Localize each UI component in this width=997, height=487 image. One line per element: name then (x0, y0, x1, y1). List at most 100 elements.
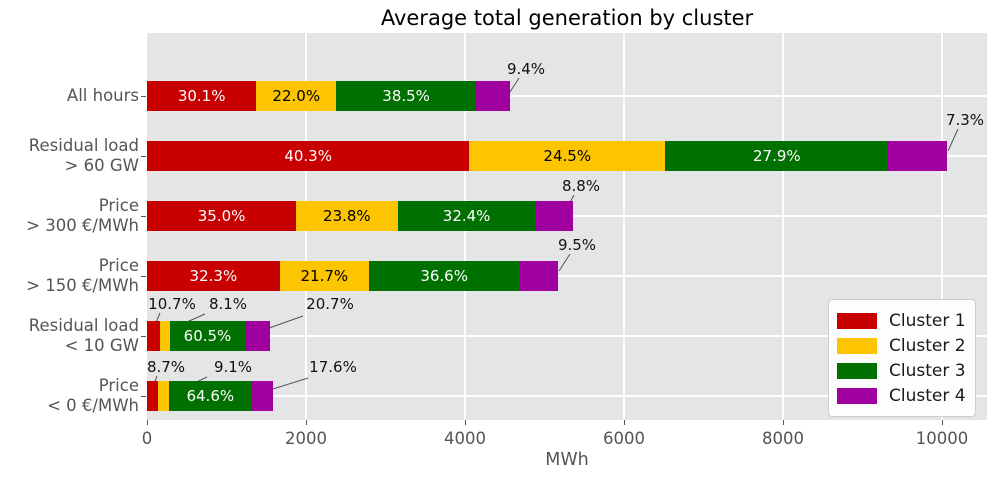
bar-segment-cluster-4 (244, 321, 271, 351)
gridline-vertical (782, 33, 784, 420)
x-tick-label: 10000 (915, 429, 969, 448)
bar-segment-cluster-4 (535, 201, 574, 231)
bar-segment-cluster-1: 35.0% (147, 201, 297, 231)
bar-segment-cluster-2: 24.5% (469, 141, 666, 171)
y-tick-label-line: Price (98, 196, 139, 215)
legend-swatch-cluster-1 (837, 312, 877, 329)
bar-segment-cluster-3: 60.5% (170, 321, 245, 351)
bar-segment-cluster-2: 22.0% (256, 81, 337, 111)
legend-item: Cluster 4 (837, 385, 966, 406)
segment-percentage-label: 64.6% (186, 387, 235, 405)
segment-percentage-label: 40.3% (284, 147, 332, 165)
bar-segment-cluster-1 (147, 381, 158, 411)
y-tick-mark (141, 156, 146, 157)
bar-segment-cluster-3: 38.5% (336, 81, 477, 111)
x-axis-title: MWh (545, 450, 589, 470)
segment-percentage-label: 35.0% (197, 207, 246, 225)
segment-percentage-label: 22.0% (272, 87, 321, 105)
x-tick-label: 8000 (762, 429, 804, 448)
segment-percentage-label: 38.5% (382, 87, 430, 105)
y-tick-mark (141, 96, 146, 97)
y-tick-label: Residual load < 10 GW (0, 316, 139, 356)
legend-swatch-cluster-2 (837, 337, 877, 354)
bar-segment-cluster-4 (251, 381, 274, 411)
segment-annotation: 20.7% (306, 295, 354, 313)
y-tick-mark (141, 396, 146, 397)
segment-percentage-label: 27.9% (753, 147, 801, 165)
x-tick-mark (147, 420, 148, 425)
legend-swatch-cluster-3 (837, 362, 877, 379)
x-tick-label: 6000 (603, 429, 645, 448)
x-tick-mark (624, 420, 625, 425)
bar-segment-cluster-2: 21.7% (279, 261, 369, 291)
y-tick-label: Price > 150 €/MWh (0, 256, 139, 296)
segment-percentage-label: 32.3% (189, 267, 238, 285)
x-tick-label: 0 (141, 429, 153, 448)
bar-segment-cluster-3: 27.9% (665, 141, 889, 171)
bar-segment-cluster-2: 23.8% (296, 201, 398, 231)
segment-percentage-label: 60.5% (183, 327, 232, 345)
y-tick-label: All hours (0, 86, 139, 106)
x-tick-mark (942, 420, 943, 425)
bar-segment-cluster-2 (160, 321, 171, 351)
y-tick-label-line: < 0 €/MWh (47, 396, 139, 415)
y-tick-mark (141, 336, 146, 337)
bar-segment-cluster-2 (157, 381, 170, 411)
segment-percentage-label: 32.4% (442, 207, 491, 225)
gridline-vertical (941, 33, 943, 420)
gridline-vertical (623, 33, 625, 420)
segment-annotation: 17.6% (309, 358, 357, 376)
y-tick-label-line: < 10 GW (64, 336, 139, 355)
x-tick-mark (783, 420, 784, 425)
segment-percentage-label: 23.8% (323, 207, 371, 225)
legend: Cluster 1 Cluster 2 Cluster 3 Cluster 4 (828, 299, 976, 417)
chart-title: Average total generation by cluster (380, 6, 754, 30)
y-tick-label-line: Price (98, 256, 139, 275)
bar-segment-cluster-1: 40.3% (147, 141, 470, 171)
y-tick-mark (141, 216, 146, 217)
x-tick-mark (306, 420, 307, 425)
segment-percentage-label: 21.7% (300, 267, 349, 285)
y-tick-label-line: > 300 €/MWh (26, 216, 139, 235)
segment-percentage-label: 24.5% (543, 147, 592, 165)
bar-segment-cluster-1 (147, 321, 161, 351)
y-tick-label: Residual load > 60 GW (0, 136, 139, 176)
bar-segment-cluster-4 (476, 81, 511, 111)
gridline-horizontal (147, 275, 987, 277)
gridline-horizontal (147, 95, 987, 97)
legend-label: Cluster 4 (889, 385, 966, 406)
legend-item: Cluster 2 (837, 335, 966, 356)
bar-segment-cluster-1: 32.3% (147, 261, 280, 291)
y-tick-label-line: > 150 €/MWh (26, 276, 139, 295)
legend-label: Cluster 1 (889, 310, 966, 331)
bar-segment-cluster-3: 32.4% (397, 201, 536, 231)
x-tick-label: 2000 (285, 429, 327, 448)
y-tick-label-line: Price (98, 376, 139, 395)
y-tick-label-line: Residual load (28, 316, 139, 335)
segment-annotation: 7.3% (945, 111, 985, 129)
segment-annotation: 8.8% (561, 177, 601, 195)
segment-annotation: 9.1% (213, 358, 253, 376)
legend-item: Cluster 1 (837, 310, 966, 331)
segment-annotation: 9.4% (506, 60, 546, 78)
y-tick-label-line: All hours (66, 86, 139, 105)
segment-annotation: 8.1% (208, 295, 248, 313)
legend-swatch-cluster-4 (837, 387, 877, 404)
bar-segment-cluster-1: 30.1% (147, 81, 257, 111)
gridline-horizontal (147, 395, 987, 397)
x-tick-mark (465, 420, 466, 425)
y-tick-mark (141, 276, 146, 277)
bar-segment-cluster-4 (888, 141, 947, 171)
legend-label: Cluster 2 (889, 335, 966, 356)
gridline-horizontal (147, 335, 987, 337)
y-tick-label-line: Residual load (28, 136, 139, 155)
legend-label: Cluster 3 (889, 360, 966, 381)
legend-item: Cluster 3 (837, 360, 966, 381)
segment-percentage-label: 36.6% (420, 267, 468, 285)
segment-annotation: 8.7% (146, 358, 186, 376)
y-tick-label: Price > 300 €/MWh (0, 196, 139, 236)
bar-segment-cluster-3: 36.6% (368, 261, 520, 291)
x-tick-label: 4000 (444, 429, 486, 448)
segment-annotation: 9.5% (557, 236, 597, 254)
